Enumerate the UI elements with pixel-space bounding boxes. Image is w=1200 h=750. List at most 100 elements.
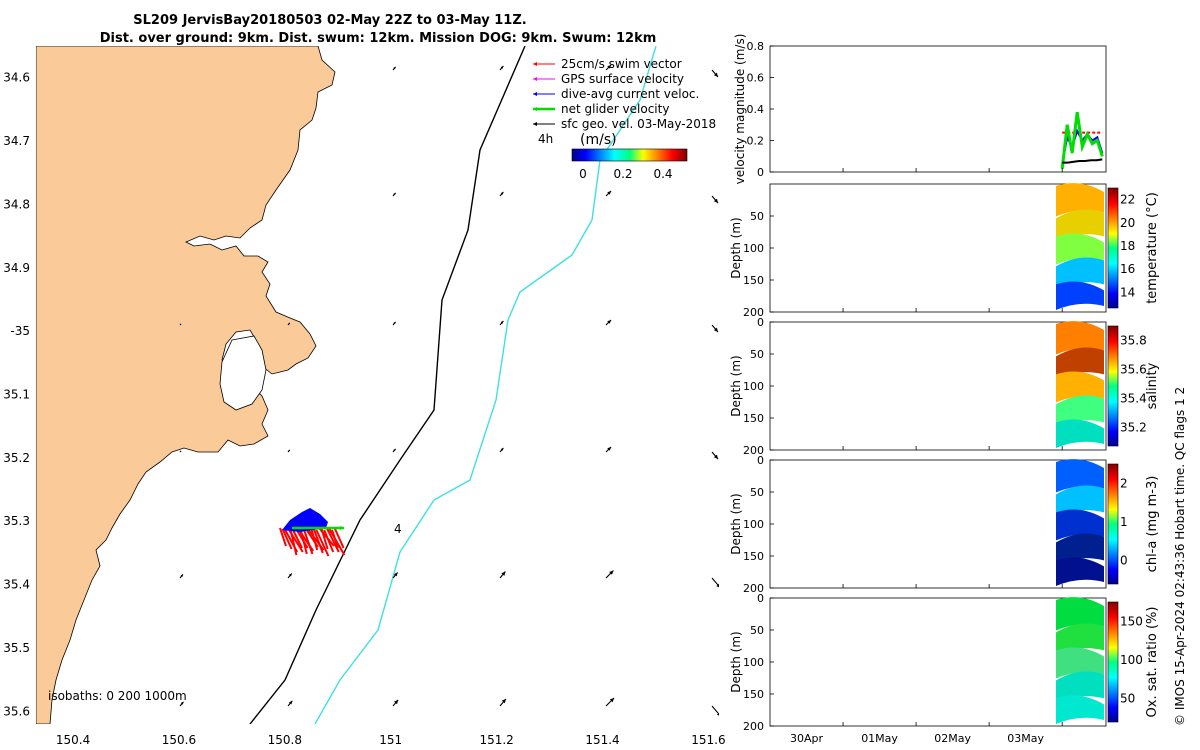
colorbar-tick: 100	[1120, 653, 1143, 667]
map-panel: 4 isobaths: 0 200 1000m 150.4 150.6 150.8 1…	[3, 46, 726, 747]
geo-velocity-arrow	[711, 69, 719, 78]
legend-label: dive-avg current veloc.	[561, 87, 699, 101]
depth-tick: 100	[743, 242, 764, 255]
time-tick-label: 02May	[934, 732, 971, 745]
colorbar-tick: 18	[1120, 239, 1135, 253]
depth-tick: 50	[750, 348, 764, 361]
geo-velocity-arrow	[392, 699, 399, 707]
profile-colorbar	[1107, 601, 1119, 723]
position-label: 4	[394, 522, 402, 536]
lat-tick-label: 34.7	[3, 134, 30, 148]
profile-band	[1056, 233, 1104, 265]
speed-colorbar-tick: 0.4	[653, 167, 672, 181]
lat-tick-label: 35.4	[3, 578, 30, 592]
lon-tick-label: 150.8	[268, 733, 302, 747]
profile-band	[1056, 671, 1104, 703]
velocity-y-tick: 0.2	[747, 135, 765, 148]
geo-velocity-arrow	[392, 572, 399, 579]
colorbar-label: chl-a (mg m-3)	[1145, 476, 1160, 573]
profile-colorbar	[1107, 187, 1119, 309]
profile-band	[1056, 209, 1104, 241]
legend-swatch	[533, 62, 555, 66]
profile-band	[1056, 459, 1104, 493]
geo-velocity-arrow	[605, 64, 612, 71]
profile-colorbar	[1107, 325, 1119, 447]
velocity-series	[1060, 111, 1104, 169]
colorbar-tick: 20	[1120, 216, 1135, 230]
geo-velocity-arrow	[605, 697, 615, 707]
profile-band	[1056, 395, 1104, 427]
geo-velocity-arrow	[392, 192, 397, 197]
lon-tick-label: 150.6	[162, 733, 196, 747]
lon-tick-label: 151.4	[585, 733, 619, 747]
geo-velocity-arrow	[711, 451, 719, 460]
lat-tick-label: 34.9	[3, 261, 30, 275]
jervis-bay-water	[219, 335, 267, 411]
current-vectors	[282, 508, 328, 532]
depth-tick: 150	[743, 688, 764, 701]
speed-colorbar-tick: 0	[579, 167, 587, 181]
depth-tick: 50	[750, 210, 764, 223]
glider-vectors	[279, 508, 346, 557]
legend-label: GPS surface velocity	[561, 72, 684, 86]
swim-vector	[331, 529, 339, 549]
colorbar-tick: 35.6	[1120, 363, 1147, 377]
colorbar-tick: 50	[1120, 692, 1135, 706]
swim-vector	[315, 529, 330, 557]
profile-band	[1056, 695, 1104, 724]
legend-swatch	[533, 92, 555, 96]
geo-velocity-arrow	[711, 324, 719, 333]
lon-tick-label: 151	[379, 733, 402, 747]
isobath-1000m	[314, 46, 657, 724]
profile-band	[1056, 371, 1104, 403]
profile-band	[1056, 623, 1104, 655]
lat-tick-label: 34.8	[3, 197, 30, 211]
profile-axes-temperature	[769, 183, 1107, 313]
colorbar-tick: 35.8	[1120, 334, 1147, 348]
legend-label: sfc geo. vel. 03-May-2018	[561, 117, 716, 131]
profile-band	[1056, 533, 1104, 565]
credit-text: © IMOS 15-Apr-2024 02:43:36 Hobart time.…	[1173, 387, 1187, 726]
lat-tick-label: 34.6	[3, 71, 30, 85]
geo-velocity-arrow	[711, 705, 719, 716]
legend-swatch	[533, 122, 555, 126]
lat-tick-label: 35.6	[3, 704, 30, 718]
profile-axes-oxygen	[769, 597, 1107, 727]
geo-velocity-arrow	[499, 571, 506, 579]
colorbar-tick: 14	[1120, 285, 1135, 299]
profile-band	[1056, 597, 1104, 631]
depth-tick: 0	[757, 316, 764, 329]
time-tick-label: 01May	[861, 732, 898, 745]
map-lon-ticks: 150.4 150.6 150.8 151 151.2 151.4 151.6	[56, 733, 726, 747]
surface-velocity-arrows	[179, 64, 719, 716]
profile-band	[1056, 347, 1104, 379]
legend-swatch	[533, 77, 555, 81]
colorbar-label: temperature (°C)	[1145, 192, 1160, 304]
depth-tick: 150	[743, 412, 764, 425]
time-tick-label: 03May	[1007, 732, 1044, 745]
depth-axis-label: Depth (m)	[729, 631, 743, 692]
swim-vector	[312, 528, 324, 554]
colorbar-tick: 35.2	[1120, 421, 1147, 435]
geo-velocity-arrow	[499, 698, 507, 707]
geo-velocity-arrow	[711, 577, 719, 588]
time-label: 4h	[538, 132, 553, 146]
profile-band	[1056, 557, 1104, 586]
title-line-2: Dist. over ground: 9km. Dist. swum: 12km…	[100, 31, 657, 46]
lat-tick-label: 35.5	[3, 641, 30, 655]
geo-velocity-arrow	[605, 319, 612, 326]
profile-band	[1056, 509, 1104, 541]
lat-tick-label: -35	[10, 324, 30, 338]
geo-velocity-arrow	[605, 190, 612, 197]
speed-colorbar-ticks: 0 0.2 0.4	[579, 167, 672, 181]
velocity-y-label: velocity magnitude (m/s)	[733, 34, 747, 185]
colorbar-tick: 16	[1120, 262, 1135, 276]
depth-tick: 150	[743, 274, 764, 287]
swim-vector	[320, 528, 329, 550]
velocity-y-tick: 0	[757, 166, 764, 179]
isobaths-label: isobaths: 0 200 1000m	[48, 689, 187, 703]
profile-band	[1056, 647, 1104, 679]
depth-tick: 200	[743, 582, 764, 595]
